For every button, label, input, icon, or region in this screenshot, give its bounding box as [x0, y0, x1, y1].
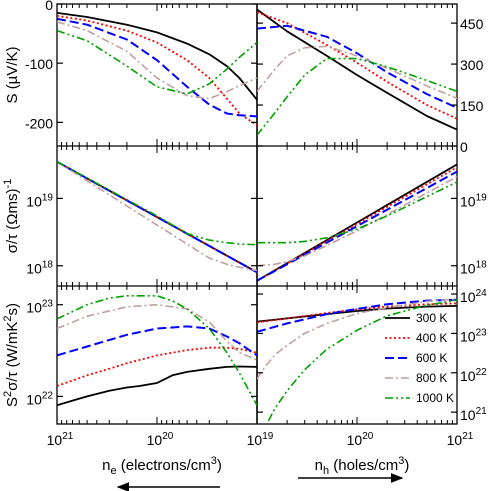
y-tick-label: 1022 [460, 367, 487, 384]
panel-frames [56, 3, 458, 425]
y-tick-label: 1022 [26, 390, 53, 407]
y-tick-label: 1021 [460, 406, 487, 423]
series-300-k-S-left [57, 12, 257, 101]
y-tick-label: 300 [460, 57, 484, 73]
y-tick-label: 1023 [460, 327, 487, 344]
series-1000-k-sigma-left [57, 161, 257, 246]
series-1000-k-PF-right [267, 299, 457, 422]
y-tick-label: 450 [460, 16, 484, 32]
y-tick-label: 1018 [26, 260, 53, 277]
legend-label-400-k: 400 K [416, 331, 447, 345]
panel-S-left [57, 12, 257, 127]
ticks-layer [57, 3, 457, 424]
series-400-k-S-left [57, 14, 257, 127]
legend: 300 K 400 K 600 K 800 K 1000 K [385, 311, 454, 405]
x-tick-label: 1020 [147, 431, 174, 448]
series-800-k-S-left [57, 21, 257, 100]
series-800-k-sigma-right [257, 175, 457, 267]
legend-label-300-k: 300 K [416, 311, 447, 325]
legend-label-600-k: 600 K [416, 351, 447, 365]
x-tick-label: 1019 [247, 431, 274, 448]
y-tick-label: 1018 [460, 260, 487, 277]
panel-sigma-right [257, 163, 457, 282]
series-800-k-PF-right [257, 298, 457, 380]
y-tick-label: 1019 [26, 192, 53, 209]
legend-label-1000-k: 1000 K [416, 391, 454, 405]
x-tick-label: 1021 [47, 431, 74, 448]
y-tick-label: 1019 [460, 192, 487, 209]
y-tick-label: -100 [25, 56, 53, 72]
series-layer [57, 8, 457, 422]
series-600-k-sigma-right [257, 170, 457, 282]
legend-label-800-k: 800 K [416, 371, 447, 385]
y-axis-label-PF: S2σ/τ (W/mK2s) [2, 303, 21, 407]
y-tick-label: 0 [45, 0, 53, 13]
series-400-k-S-right [257, 11, 457, 120]
series-600-k-S-left [57, 17, 257, 118]
series-600-k-S-right [257, 24, 457, 109]
series-300-k-S-right [257, 8, 457, 131]
y-tick-label: 0 [460, 139, 468, 155]
y-tick-label: 1023 [26, 299, 53, 316]
panel-S-right [257, 8, 457, 136]
y-tick-label: -200 [25, 115, 53, 131]
x-tick-label: 1020 [347, 431, 374, 448]
series-300-k-PF-right [257, 305, 457, 323]
series-800-k-S-right [257, 45, 457, 99]
panel-PF-right [257, 298, 457, 422]
series-600-k-sigma-left [57, 160, 257, 274]
series-400-k-PF-right [257, 302, 457, 324]
x-axis-label-left: ne (electrons/cm3) [102, 455, 222, 477]
y-axis-label-S: S (µV/K) [4, 47, 21, 104]
panel-PF-left [57, 294, 257, 407]
x-tick-label: 1021 [447, 431, 474, 448]
y-tick-label: 150 [460, 98, 484, 114]
series-1000-k-S-left [57, 29, 257, 95]
series-1000-k-sigma-right [257, 181, 457, 244]
y-axis-label-sigma: σ/τ (Ωms)-1 [2, 179, 21, 254]
series-1000-k-PF-left [57, 294, 257, 406]
y-tick-label: 1024 [460, 288, 487, 305]
series-800-k-sigma-left [57, 161, 257, 272]
series-1000-k-S-right [257, 57, 457, 136]
panel-sigma-left [57, 160, 257, 274]
series-600-k-PF-left [57, 325, 257, 357]
x-axis-label-right: nh (holes/cm3) [315, 455, 410, 477]
series-300-k-PF-left [57, 365, 257, 407]
series-400-k-PF-left [57, 346, 257, 387]
